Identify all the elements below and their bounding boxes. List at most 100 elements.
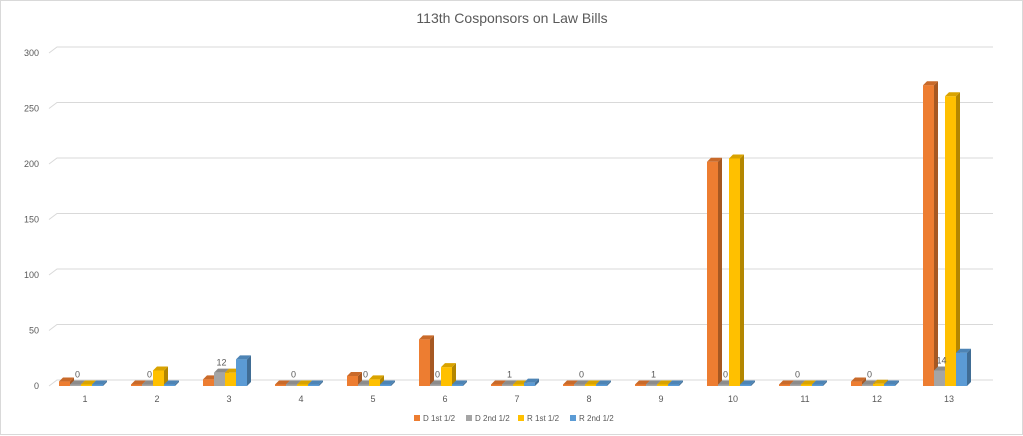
bar: [524, 382, 535, 386]
bar: [873, 383, 884, 386]
bar: [718, 384, 729, 386]
bar: [92, 384, 103, 386]
bar-top: [275, 380, 290, 385]
bar: [286, 384, 297, 386]
bar: [801, 384, 812, 386]
x-tick-label: 13: [944, 394, 954, 404]
legend-label: R 2nd 1/2: [579, 414, 614, 423]
bar-side: [740, 154, 744, 386]
bar: [347, 376, 358, 386]
y-tick-label: 50: [29, 326, 39, 336]
bar-top: [707, 157, 722, 162]
data-label: 0: [147, 370, 152, 380]
bar: [729, 158, 740, 386]
bar-top: [419, 335, 434, 340]
bar-top: [491, 380, 506, 385]
bar-top: [214, 368, 229, 373]
x-tick-label: 12: [872, 394, 882, 404]
bar-top: [923, 81, 938, 86]
bar: [491, 384, 502, 386]
bar: [153, 370, 164, 386]
bar-top: [945, 92, 960, 97]
bar: [779, 384, 790, 386]
bar: [297, 384, 308, 386]
bar: [452, 384, 463, 386]
legend-label: D 1st 1/2: [423, 414, 456, 423]
chart-title: 113th Cosponsors on Law Bills: [416, 10, 607, 26]
bar-top: [502, 380, 517, 385]
legend-label: R 1st 1/2: [527, 414, 560, 423]
bar-top: [574, 380, 589, 385]
bar: [812, 384, 823, 386]
data-label: 0: [579, 370, 584, 380]
data-label: 1: [651, 370, 656, 380]
bar: [59, 381, 70, 386]
bar: [646, 384, 657, 386]
bar-top: [236, 355, 251, 360]
bar-top: [347, 372, 362, 377]
bar: [956, 352, 967, 386]
bar-top: [164, 380, 179, 385]
bar-top: [380, 380, 395, 385]
bar-side: [247, 355, 251, 386]
bar-top: [873, 379, 888, 384]
bar-top: [286, 380, 301, 385]
bar: [203, 379, 214, 386]
bar: [657, 384, 668, 386]
bar-top: [369, 375, 384, 380]
bar-top: [646, 380, 661, 385]
legend-swatch: [466, 415, 472, 421]
bar: [430, 384, 441, 386]
bar-side: [164, 366, 168, 386]
bar-top: [153, 366, 168, 371]
bar-top: [92, 380, 107, 385]
bar-top: [956, 348, 971, 353]
bar: [740, 384, 751, 386]
bar: [70, 384, 81, 386]
bar-side: [103, 380, 107, 386]
legend-swatch: [414, 415, 420, 421]
x-tick-label: 4: [298, 394, 303, 404]
bar-top: [740, 380, 755, 385]
bar-top: [131, 380, 146, 385]
legend-label: D 2nd 1/2: [475, 414, 510, 423]
gridline: [48, 379, 993, 387]
x-tick-label: 8: [586, 394, 591, 404]
bar-top: [81, 380, 96, 385]
bar: [131, 384, 142, 386]
bar: [790, 384, 801, 386]
bar: [225, 372, 236, 386]
bar-top: [729, 154, 744, 159]
bar-side: [430, 335, 434, 386]
x-tick-label: 2: [154, 394, 159, 404]
bar: [142, 384, 153, 386]
bar-top: [790, 380, 805, 385]
y-tick-label: 150: [24, 215, 39, 225]
bar: [81, 384, 92, 386]
bar: [635, 384, 646, 386]
gridline: [48, 46, 993, 54]
y-tick-label: 0: [34, 381, 39, 391]
bar-top: [657, 380, 672, 385]
gridline: [48, 213, 993, 220]
bar-side: [319, 380, 323, 386]
bar-top: [812, 380, 827, 385]
gridline: [48, 102, 993, 109]
y-tick-label: 250: [24, 104, 39, 114]
bar-side: [607, 380, 611, 386]
x-tick-label: 5: [370, 394, 375, 404]
bar-side: [751, 380, 755, 386]
bar: [585, 384, 596, 386]
gridline: [48, 157, 993, 165]
bar-side: [823, 380, 827, 386]
bar: [668, 384, 679, 386]
bar-top: [801, 380, 816, 385]
bar-side: [175, 380, 179, 386]
x-tick-label: 9: [658, 394, 663, 404]
bar: [380, 384, 391, 386]
bar: [923, 85, 934, 386]
bar-side: [463, 380, 467, 386]
data-label: 0: [723, 370, 728, 380]
x-tick-label: 6: [442, 394, 447, 404]
